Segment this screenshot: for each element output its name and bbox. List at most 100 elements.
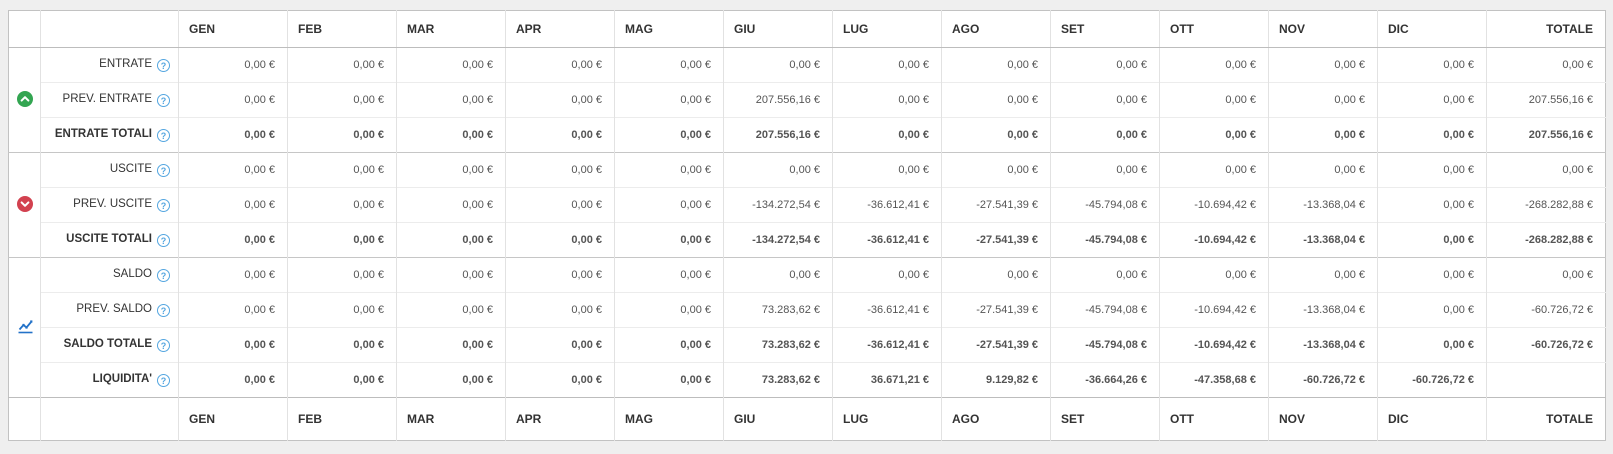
month-header: MAR [396,10,506,48]
value-cell: -36.612,41 € [832,187,942,223]
month-header: GIU [723,10,833,48]
value-cell: 73.283,62 € [723,362,833,398]
value-cell: -10.694,42 € [1159,222,1269,258]
label-column-spacer [40,397,179,441]
value-cell: 0,00 € [287,47,397,83]
table-row-entrate-0: ENTRATE? 0,00 €0,00 €0,00 €0,00 €0,00 €0,… [8,47,1606,153]
value-cell: -36.664,26 € [1050,362,1160,398]
value-cell: 0,00 € [1486,257,1606,293]
help-icon[interactable]: ? [157,199,170,212]
value-cell: 0,00 € [832,82,942,118]
value-cell: 0,00 € [1268,257,1378,293]
value-cell: 0,00 € [1050,257,1160,293]
value-cell: 0,00 € [178,327,288,363]
value-cell [1486,362,1606,398]
value-cell: 0,00 € [505,257,615,293]
value-cell: 0,00 € [1268,82,1378,118]
help-icon[interactable]: ? [157,129,170,142]
row-label: USCITE TOTALI [66,233,152,245]
value-cell: 0,00 € [396,117,506,153]
value-cell: 0,00 € [1377,117,1487,153]
help-icon[interactable]: ? [157,374,170,387]
table-row-saldo-1: PREV. SALDO? 0,00 €0,00 €0,00 €0,00 €0,00… [9,292,1606,328]
value-cell: 0,00 € [287,152,397,188]
value-cell: 0,00 € [505,327,615,363]
value-cell: -60.726,72 € [1486,292,1606,328]
month-footer-row: GEN FEB MAR APR MAG GIU LUG AGO SET OTT NOV DIC TOTA… [8,397,1606,441]
value-cell: 0,00 € [396,327,506,363]
help-icon[interactable]: ? [157,269,170,282]
value-cell: 0,00 € [287,222,397,258]
value-cell: 0,00 € [1159,82,1269,118]
value-cell: -134.272,54 € [723,187,833,223]
help-icon[interactable]: ? [157,339,170,352]
row-label: ENTRATE TOTALI [54,128,152,140]
circle-chevron-down-icon[interactable] [16,195,33,212]
circle-chevron-up-icon[interactable] [16,90,33,107]
table-row-saldo-2: SALDO TOTALE? 0,00 €0,00 €0,00 €0,00 €0,0… [9,327,1606,363]
value-cell: 0,00 € [287,257,397,293]
value-cell: 0,00 € [941,257,1051,293]
value-cell: 0,00 € [178,82,288,118]
value-cell: 0,00 € [1486,47,1606,83]
row-label-cell: ENTRATE? [40,47,179,83]
help-icon[interactable]: ? [157,94,170,107]
month-header: SET [1050,10,1160,48]
group-icon-cell-uscite [8,152,41,258]
value-cell: 0,00 € [1377,292,1487,328]
value-cell: -27.541,39 € [941,292,1051,328]
value-cell: 0,00 € [396,222,506,258]
value-cell: 0,00 € [1377,152,1487,188]
value-cell: 0,00 € [614,187,724,223]
value-cell: -47.358,68 € [1159,362,1269,398]
value-cell: 0,00 € [723,152,833,188]
row-label: LIQUIDITA' [92,373,152,385]
chart-line-icon[interactable] [17,318,33,334]
value-cell: 0,00 € [396,362,506,398]
value-cell: 0,00 € [614,222,724,258]
month-header: MAG [614,10,724,48]
month-header: OTT [1159,10,1269,48]
value-cell: 0,00 € [1159,117,1269,153]
value-cell: -13.368,04 € [1268,187,1378,223]
value-cell: 0,00 € [505,82,615,118]
value-cell: 0,00 € [1050,152,1160,188]
value-cell: -60.726,72 € [1486,327,1606,363]
value-cell: -13.368,04 € [1268,292,1378,328]
value-cell: -27.541,39 € [941,327,1051,363]
value-cell: 0,00 € [1050,117,1160,153]
value-cell: 0,00 € [614,292,724,328]
value-cell: 0,00 € [1050,47,1160,83]
value-cell: 0,00 € [1159,152,1269,188]
value-cell: 0,00 € [287,82,397,118]
value-cell: -13.368,04 € [1268,222,1378,258]
month-header: GIU [723,397,833,441]
value-cell: 0,00 € [396,292,506,328]
help-icon[interactable]: ? [157,59,170,72]
value-cell: 207.556,16 € [723,82,833,118]
value-cell: -45.794,08 € [1050,327,1160,363]
row-label-cell: LIQUIDITA'? [40,362,179,398]
help-icon[interactable]: ? [157,304,170,317]
value-cell: -10.694,42 € [1159,187,1269,223]
value-cell: 0,00 € [1159,47,1269,83]
budget-table: GEN FEB MAR APR MAG GIU LUG AGO SET OTT NOV DIC TOTA… [8,10,1606,441]
table-row-uscite-1: PREV. USCITE? 0,00 €0,00 €0,00 €0,00 €0,0… [9,187,1606,223]
month-header: MAG [614,397,724,441]
table-row-saldo-3: LIQUIDITA'? 0,00 €0,00 €0,00 €0,00 €0,00 … [9,362,1606,398]
value-cell: -10.694,42 € [1159,327,1269,363]
value-cell: 0,00 € [1377,222,1487,258]
value-cell: 0,00 € [614,152,724,188]
value-cell: -27.541,39 € [941,187,1051,223]
value-cell: 0,00 € [1377,47,1487,83]
value-cell: 73.283,62 € [723,327,833,363]
row-label-cell: SALDO? [40,257,179,293]
help-icon[interactable]: ? [157,234,170,247]
help-icon[interactable]: ? [157,164,170,177]
group-icon-cell-entrate [8,47,41,153]
value-cell: 0,00 € [178,47,288,83]
month-header: GEN [178,10,288,48]
row-label-cell: USCITE TOTALI? [40,222,179,258]
value-cell: 0,00 € [832,47,942,83]
table-row-uscite-0: USCITE? 0,00 €0,00 €0,00 €0,00 €0,00 €0,0… [8,152,1606,258]
